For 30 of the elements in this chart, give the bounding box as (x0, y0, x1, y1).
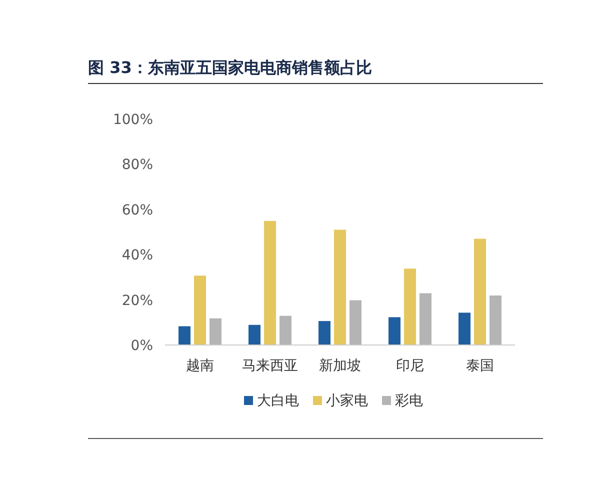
bar (334, 230, 346, 345)
bar (178, 326, 190, 345)
y-tick-label: 0% (130, 338, 153, 354)
bar (264, 220, 276, 345)
x-tick-label: 马来西亚 (242, 358, 298, 374)
bar (350, 300, 362, 345)
x-tick-label: 泰国 (466, 358, 494, 374)
bar (420, 293, 432, 345)
legend-label: 彩电 (395, 393, 423, 409)
bar (194, 276, 206, 345)
chart-title: 图 33：东南亚五国家电电商销售额占比 (88, 58, 543, 84)
bar (474, 238, 486, 345)
x-tick-label: 新加坡 (319, 358, 361, 374)
y-tick-label: 60% (122, 202, 153, 218)
legend-label: 小家电 (326, 393, 368, 409)
bar (318, 321, 330, 345)
bar (248, 324, 260, 345)
bar (490, 296, 502, 345)
bar (280, 316, 292, 345)
legend-label: 大白电 (257, 393, 299, 409)
y-tick-label: 80% (122, 157, 153, 174)
y-tick-label: 40% (122, 248, 153, 264)
x-tick-label: 越南 (186, 358, 214, 374)
bar (210, 318, 222, 345)
y-tick-label: 100% (112, 112, 153, 128)
y-tick-label: 20% (122, 292, 153, 309)
bar (458, 312, 470, 345)
x-tick-label: 印尼 (396, 358, 424, 374)
bar (388, 317, 400, 345)
bar (404, 268, 416, 345)
